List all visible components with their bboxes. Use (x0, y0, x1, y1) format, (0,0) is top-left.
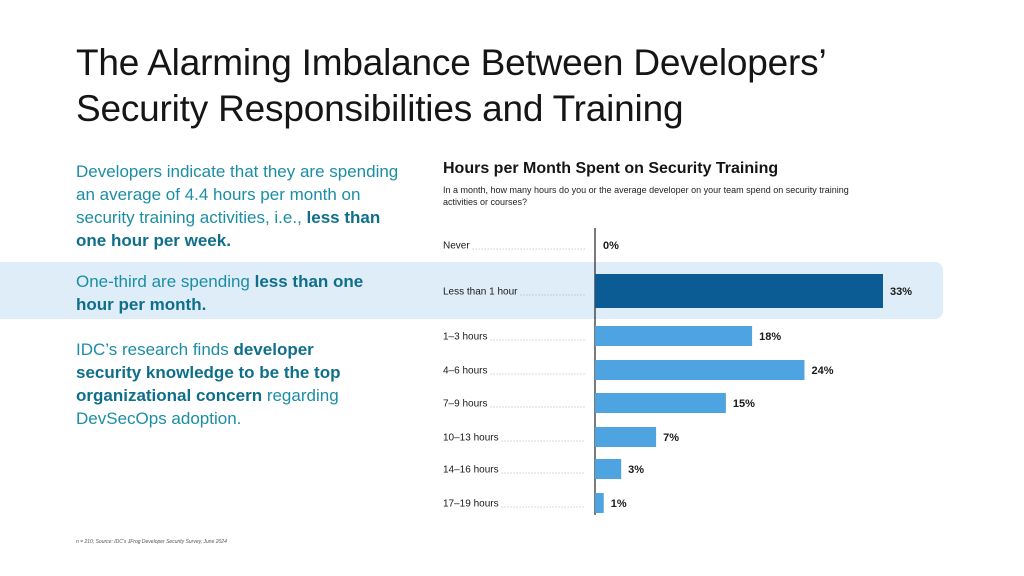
title-line-1: The Alarming Imbalance Between Developer… (76, 42, 827, 83)
value-label: 15% (733, 398, 755, 410)
category-label: 17–19 hours (443, 499, 499, 510)
paragraph-2-emphasis: less than one hour per month. (76, 272, 364, 314)
paragraph-3-emphasis: developer security knowledge to be the t… (76, 340, 341, 405)
bar (595, 493, 604, 513)
paragraph-3-text: IDC’s research finds (76, 340, 234, 359)
paragraph-2-text: One-third are spending (76, 272, 255, 291)
chart-subtitle: In a month, how many hours do you or the… (443, 185, 849, 207)
category-label: 4–6 hours (443, 366, 487, 377)
source-footnote: n = 210; Source: IDC’s JFrog Developer S… (76, 539, 227, 545)
paragraph-idc-research: IDC’s research finds developer security … (76, 338, 376, 430)
bar (595, 360, 805, 380)
category-label: 7–9 hours (443, 399, 487, 410)
value-label: 18% (759, 331, 781, 343)
category-label: Less than 1 hour (443, 287, 518, 298)
chart-title: Hours per Month Spent on Security Traini… (443, 160, 779, 177)
paragraph-3-tail: regarding DevSecOps adoption. (76, 386, 339, 428)
bar-highlighted (595, 274, 883, 308)
page-title: The Alarming Imbalance Between Developer… (76, 40, 976, 132)
category-label: 14–16 hours (443, 465, 499, 476)
value-label: 24% (811, 365, 833, 377)
bar (595, 427, 657, 447)
paragraph-1-text: Developers indicate that they are spendi… (76, 162, 399, 227)
category-label: Never (443, 241, 470, 252)
value-label: 3% (628, 464, 644, 476)
paragraph-one-third: One-third are spending less than one hou… (76, 270, 376, 316)
paragraph-average-hours: Developers indicate that they are spendi… (76, 160, 406, 252)
value-label: 1% (611, 498, 627, 510)
category-label: 1–3 hours (443, 332, 487, 343)
paragraph-1-emphasis: less than one hour per week. (76, 208, 381, 250)
category-label: 10–13 hours (443, 433, 499, 444)
bar (595, 393, 726, 413)
bar (595, 326, 753, 346)
value-label: 33% (890, 286, 912, 298)
title-line-2: Security Responsibilities and Training (76, 88, 684, 129)
value-label: 7% (663, 432, 679, 444)
bar (595, 459, 622, 479)
value-label: 0% (603, 240, 619, 252)
